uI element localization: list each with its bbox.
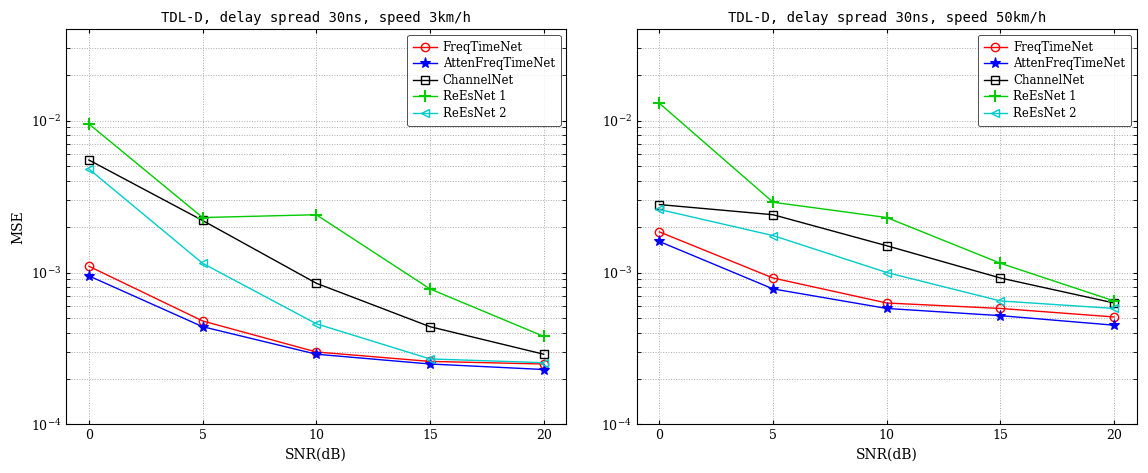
FreqTimeNet xyxy=(879,300,893,306)
ReEsNet 2 xyxy=(195,261,209,266)
X-axis label: SNR(dB): SNR(dB) xyxy=(855,448,917,462)
AttenFreqTimeNet xyxy=(652,239,666,245)
FreqTimeNet xyxy=(537,361,551,367)
Line: FreqTimeNet: FreqTimeNet xyxy=(85,262,548,368)
Line: ReEsNet 2: ReEsNet 2 xyxy=(656,205,1118,313)
X-axis label: SNR(dB): SNR(dB) xyxy=(286,448,347,462)
FreqTimeNet xyxy=(766,275,779,281)
FreqTimeNet xyxy=(82,263,95,269)
FreqTimeNet xyxy=(1108,314,1122,320)
ReEsNet 1 xyxy=(879,215,893,220)
ReEsNet 2 xyxy=(424,356,437,362)
FreqTimeNet xyxy=(310,349,324,355)
ReEsNet 1 xyxy=(310,212,324,218)
FreqTimeNet xyxy=(993,306,1007,311)
ReEsNet 2 xyxy=(766,233,779,238)
AttenFreqTimeNet xyxy=(424,361,437,367)
Line: ReEsNet 2: ReEsNet 2 xyxy=(85,165,548,367)
AttenFreqTimeNet xyxy=(766,286,779,292)
ReEsNet 1 xyxy=(424,286,437,292)
ReEsNet 1 xyxy=(537,333,551,339)
ReEsNet 1 xyxy=(195,215,209,220)
ReEsNet 1 xyxy=(766,200,779,205)
ChannelNet xyxy=(537,351,551,357)
ReEsNet 1 xyxy=(82,121,95,127)
ReEsNet 2 xyxy=(82,166,95,172)
ReEsNet 2 xyxy=(993,298,1007,304)
AttenFreqTimeNet xyxy=(82,273,95,279)
Legend: FreqTimeNet, AttenFreqTimeNet, ChannelNet, ReEsNet 1, ReEsNet 2: FreqTimeNet, AttenFreqTimeNet, ChannelNe… xyxy=(408,35,560,126)
Line: ReEsNet 1: ReEsNet 1 xyxy=(83,118,550,342)
AttenFreqTimeNet xyxy=(879,306,893,311)
AttenFreqTimeNet xyxy=(195,324,209,330)
ChannelNet xyxy=(766,212,779,218)
Line: AttenFreqTimeNet: AttenFreqTimeNet xyxy=(654,236,1119,331)
Line: ChannelNet: ChannelNet xyxy=(656,201,1118,307)
ReEsNet 2 xyxy=(652,207,666,212)
ReEsNet 1 xyxy=(993,261,1007,266)
Title: TDL-D, delay spread 30ns, speed 3km/h: TDL-D, delay spread 30ns, speed 3km/h xyxy=(162,11,471,25)
ChannelNet xyxy=(424,324,437,330)
Line: AttenFreqTimeNet: AttenFreqTimeNet xyxy=(84,271,549,375)
ChannelNet xyxy=(310,280,324,286)
FreqTimeNet xyxy=(424,359,437,364)
ReEsNet 2 xyxy=(1108,306,1122,311)
Title: TDL-D, delay spread 30ns, speed 50km/h: TDL-D, delay spread 30ns, speed 50km/h xyxy=(728,11,1046,25)
ReEsNet 1 xyxy=(1108,298,1122,304)
Line: FreqTimeNet: FreqTimeNet xyxy=(656,228,1118,321)
AttenFreqTimeNet xyxy=(537,367,551,372)
ChannelNet xyxy=(652,201,666,207)
ChannelNet xyxy=(195,218,209,223)
ReEsNet 1 xyxy=(652,100,666,106)
AttenFreqTimeNet xyxy=(1108,323,1122,328)
Legend: FreqTimeNet, AttenFreqTimeNet, ChannelNet, ReEsNet 1, ReEsNet 2: FreqTimeNet, AttenFreqTimeNet, ChannelNe… xyxy=(978,35,1131,126)
Y-axis label: MSE: MSE xyxy=(11,210,25,244)
ChannelNet xyxy=(993,275,1007,281)
AttenFreqTimeNet xyxy=(993,313,1007,318)
ReEsNet 2 xyxy=(879,270,893,275)
ReEsNet 2 xyxy=(310,321,324,326)
ReEsNet 2 xyxy=(537,360,551,366)
Line: ChannelNet: ChannelNet xyxy=(85,156,548,359)
Line: ReEsNet 1: ReEsNet 1 xyxy=(653,97,1120,307)
FreqTimeNet xyxy=(195,318,209,324)
ChannelNet xyxy=(1108,300,1122,306)
AttenFreqTimeNet xyxy=(310,351,324,357)
FreqTimeNet xyxy=(652,229,666,235)
ChannelNet xyxy=(879,243,893,249)
ChannelNet xyxy=(82,157,95,163)
